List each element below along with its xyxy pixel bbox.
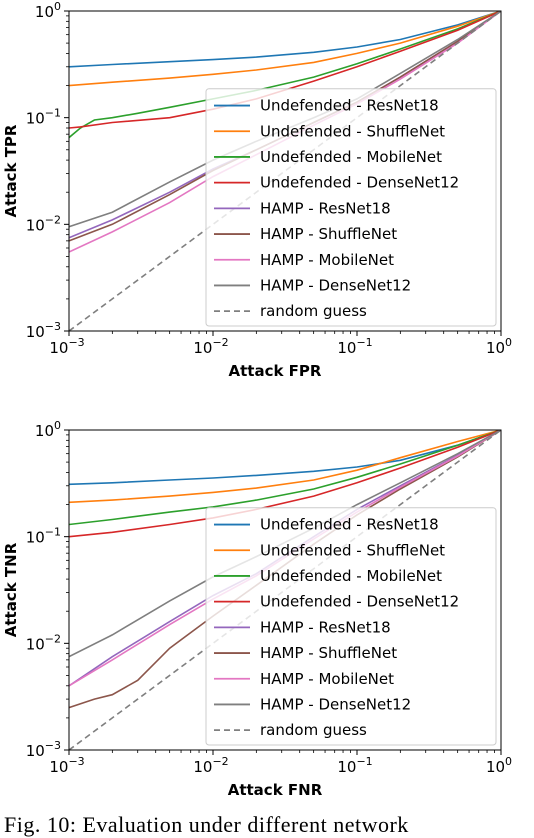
plot-frame bbox=[68, 10, 502, 332]
legend-box bbox=[205, 88, 497, 327]
legend-label: Undefended - ShuffleNet bbox=[260, 122, 445, 140]
chart-panel-1: 10−3 10−2 10−1 100 10−3 10−2 10−1 100 Attack FPR… bbox=[2, 0, 512, 380]
figure-canvas: 10−3 10−2 10−1 100 10−3 10−2 10−1 100 Attack FPR… bbox=[2, 0, 512, 799]
figure-caption: Fig. 10: Evaluation under different netw… bbox=[4, 812, 409, 837]
x-tick-label: 10−3 bbox=[49, 336, 84, 357]
legend-label: HAMP - DenseNet12 bbox=[260, 276, 411, 294]
legend-label: HAMP - ShuffleNet bbox=[260, 225, 397, 243]
series-line-3 bbox=[69, 430, 501, 526]
x-tick-label: 10−3 bbox=[49, 755, 84, 776]
plot-frame bbox=[68, 429, 502, 751]
x-tick-label: 10−1 bbox=[337, 336, 372, 357]
series-line-2 bbox=[69, 430, 501, 504]
legend-label: HAMP - DenseNet12 bbox=[260, 695, 411, 713]
legend-label: Undefended - ShuffleNet bbox=[260, 541, 445, 559]
y-tick-label: 10−3 bbox=[26, 739, 61, 760]
x-tick-label: 10−1 bbox=[337, 755, 372, 776]
series-line-1 bbox=[69, 430, 501, 486]
legend: Undefended - ResNet18 Undefended - Shuffl… bbox=[205, 507, 497, 746]
legend-label: random guess bbox=[260, 302, 367, 320]
y-tick-label: 10−2 bbox=[26, 213, 61, 234]
legend-box bbox=[205, 507, 497, 746]
y-tick-label: 100 bbox=[35, 0, 61, 21]
legend-label: Undefended - DenseNet12 bbox=[260, 174, 459, 192]
legend-label: Undefended - MobileNet bbox=[260, 567, 442, 585]
x-tick-label: 10−2 bbox=[193, 755, 228, 776]
legend-label: Undefended - DenseNet12 bbox=[260, 593, 459, 611]
legend-label: HAMP - ShuffleNet bbox=[260, 644, 397, 662]
legend-label: HAMP - MobileNet bbox=[260, 670, 394, 688]
y-tick-label: 10−2 bbox=[26, 632, 61, 653]
y-axis-label: Attack TPR bbox=[2, 124, 20, 217]
legend: Undefended - ResNet18 Undefended - Shuffl… bbox=[205, 88, 497, 327]
series-line-2 bbox=[69, 11, 501, 87]
y-axis-label: Attack TNR bbox=[2, 542, 20, 637]
x-tick-label: 100 bbox=[486, 755, 512, 776]
series-line-1 bbox=[69, 11, 501, 68]
chart-panel-2: 10−3 10−2 10−1 100 10−3 10−2 10−1 100 Attack FNR… bbox=[2, 419, 512, 799]
series-line-4 bbox=[69, 430, 501, 538]
y-tick-label: 10−1 bbox=[26, 107, 61, 128]
legend-label: Undefended - ResNet18 bbox=[260, 516, 439, 534]
legend-label: HAMP - MobileNet bbox=[260, 251, 394, 269]
x-tick-label: 10−2 bbox=[193, 336, 228, 357]
legend-label: random guess bbox=[260, 721, 367, 739]
legend-label: HAMP - ResNet18 bbox=[260, 199, 391, 217]
x-axis-label: Attack FPR bbox=[229, 362, 322, 380]
legend-label: HAMP - ResNet18 bbox=[260, 618, 391, 636]
y-tick-label: 10−1 bbox=[26, 526, 61, 547]
x-axis-label: Attack FNR bbox=[228, 781, 323, 799]
legend-label: Undefended - ResNet18 bbox=[260, 97, 439, 115]
x-tick-label: 100 bbox=[486, 336, 512, 357]
y-tick-label: 100 bbox=[35, 419, 61, 440]
y-tick-label: 10−3 bbox=[26, 320, 61, 341]
legend-label: Undefended - MobileNet bbox=[260, 148, 442, 166]
